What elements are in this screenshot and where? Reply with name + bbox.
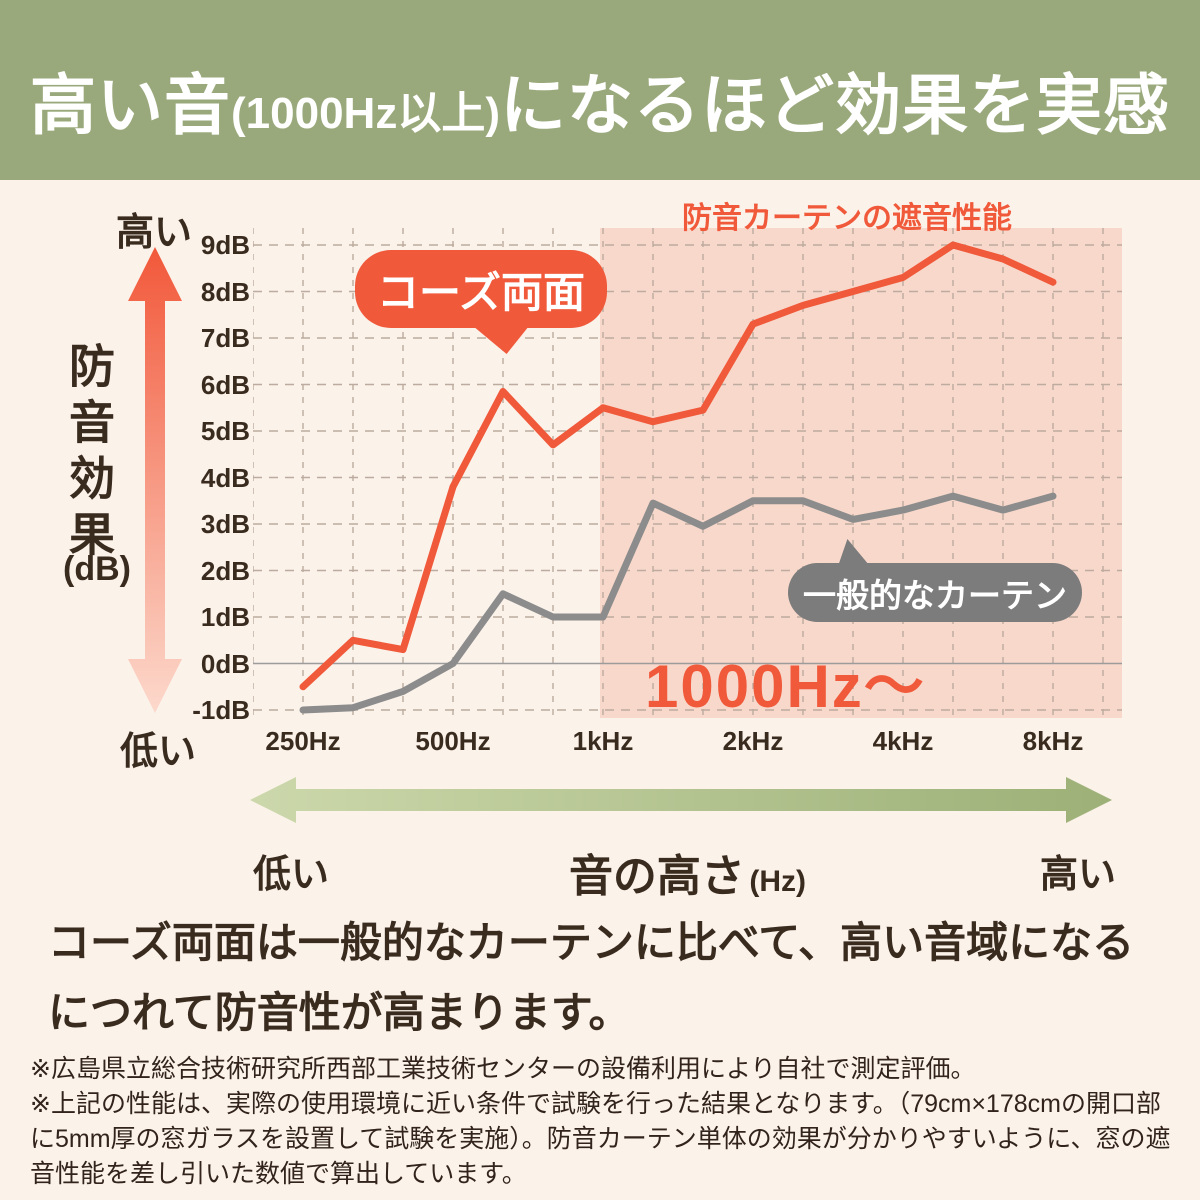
description-text: コーズ両面は一般的なカーテンに比べて、高い音域になるにつれて防音性が高まります。: [48, 919, 1135, 1036]
x-tick-label: 1kHz: [572, 726, 634, 756]
footnote-2: ※上記の性能は、実際の使用環境に近い条件で試験を行った結果となります。（79cm…: [30, 1090, 1171, 1188]
series-line-general: [299, 492, 1057, 714]
banner-sub-text: (1000Hz以上): [231, 89, 500, 138]
x-tick-label: 8kHz: [1022, 726, 1084, 756]
y-tick-label: 7dB: [200, 323, 250, 353]
y-tick-label: 4dB: [200, 462, 250, 493]
x-tick-label: 250Hz: [265, 726, 341, 756]
y-tick-label: -1dB: [192, 695, 250, 725]
series-callout-koozu: コーズ両面: [355, 250, 607, 354]
chart-title: 防音カーテンの遮音性能: [682, 202, 1012, 235]
y-axis-title: 防音効果: [63, 342, 115, 566]
x-axis-title: 音の高さ (Hz): [253, 840, 1122, 904]
x-axis-arrow: [250, 777, 1112, 823]
y-tick-label: 6dB: [200, 369, 250, 400]
y-tick-label: 2dB: [200, 555, 250, 586]
line-chart: [253, 228, 1122, 718]
y-tick-label: 1dB: [200, 602, 250, 632]
y-tick-label: 8dB: [200, 276, 250, 307]
x-axis-unit: (Hz): [749, 865, 807, 898]
y-tick-label: 3dB: [200, 509, 250, 539]
banner: 高い音 (1000Hz以上) になるほど効果を実感: [0, 0, 1200, 180]
series-callout-general-label: 一般的なカーテン: [803, 576, 1067, 614]
x-axis-low-label: 低い: [253, 854, 330, 896]
footnotes: ※広島県立総合技術研究所西部工業技術センターの設備利用により自社で測定評価。 ※…: [30, 1052, 1175, 1192]
y-axis-arrow: [128, 247, 182, 713]
series-callout-general: 一般的なカーテン: [788, 539, 1082, 622]
footnote-1: ※広島県立総合技術研究所西部工業技術センターの設備利用により自社で測定評価。: [30, 1055, 976, 1083]
highlight-region-label: 1000Hz〜: [645, 653, 926, 720]
series-line-koozu: [299, 241, 1057, 691]
x-axis-title-text: 音の高さ: [568, 852, 745, 901]
y-axis-low-label: 低い: [120, 731, 197, 773]
y-tick-label: 0dB: [200, 648, 250, 679]
y-axis-high-label: 高い: [116, 212, 193, 254]
highlight-region: [600, 228, 1122, 718]
x-tick-label: 500Hz: [415, 726, 491, 756]
y-tick-label: 5dB: [200, 416, 250, 446]
x-tick-label: 4kHz: [872, 726, 934, 756]
y-axis-unit: (dB): [63, 550, 131, 588]
series-callout-koozu-label: コーズ両面: [377, 268, 585, 316]
y-tick-label: 9dB: [200, 230, 250, 260]
x-tick-label: 2kHz: [722, 726, 784, 756]
banner-highlight-text: 高い音: [30, 68, 232, 142]
x-axis-high-label: 高い: [1040, 854, 1117, 896]
banner-rest-text: になるほど効果を実感: [499, 68, 1170, 142]
